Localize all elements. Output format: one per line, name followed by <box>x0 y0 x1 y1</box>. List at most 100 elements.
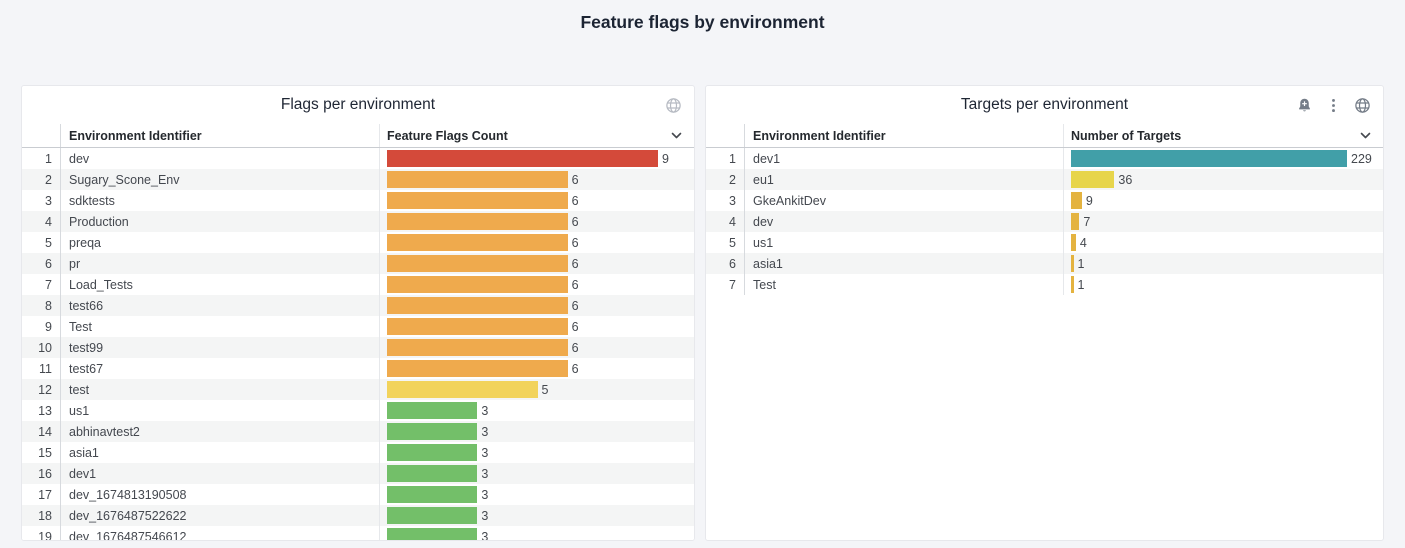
bar-value-label: 1 <box>1077 277 1085 292</box>
bar-value-label: 3 <box>481 424 489 439</box>
kebab-menu-icon[interactable] <box>1325 97 1342 114</box>
panel-header: Targets per environment <box>706 86 1383 124</box>
row-number: 1 <box>22 148 61 169</box>
table-header: Environment Identifier Feature Flags Cou… <box>22 124 694 148</box>
table-row: 14 abhinavtest2 3 <box>22 421 694 442</box>
environment-name-cell: preqa <box>69 235 101 250</box>
value-cell: 5 <box>379 379 694 400</box>
bar-value-label: 6 <box>571 214 579 229</box>
bar-value-label: 4 <box>1079 235 1087 250</box>
bar-gauge <box>387 276 568 293</box>
row-number: 5 <box>706 232 745 253</box>
table-row: 11 test67 6 <box>22 358 694 379</box>
environment-name-cell: Production <box>69 214 129 229</box>
table-row: 5 us1 4 <box>706 232 1383 253</box>
bar-value-label: 36 <box>1118 172 1133 187</box>
value-cell: 1 <box>1063 253 1383 274</box>
environment-name-cell: asia1 <box>69 445 99 460</box>
bar-gauge <box>387 171 568 188</box>
bar-value-label: 9 <box>662 151 669 166</box>
bar-gauge <box>1071 234 1076 251</box>
value-cell: 1 <box>1063 274 1383 295</box>
row-number: 8 <box>22 295 61 316</box>
bar-value-label: 1 <box>1077 256 1085 271</box>
row-number-header <box>706 124 745 147</box>
bar-value-label: 6 <box>571 235 579 250</box>
value-cell: 4 <box>1063 232 1383 253</box>
bar-value-label: 3 <box>481 403 489 418</box>
row-number: 14 <box>22 421 61 442</box>
environment-name-cell: pr <box>69 256 81 271</box>
bar-gauge <box>387 360 568 377</box>
environment-name-cell: dev1 <box>753 151 781 166</box>
globe-icon[interactable] <box>665 97 682 114</box>
panel-title[interactable]: Flags per environment <box>280 96 436 113</box>
bar-gauge <box>1071 213 1080 230</box>
environment-name-cell: test66 <box>69 298 104 313</box>
row-number: 2 <box>706 169 745 190</box>
row-number: 6 <box>22 253 61 274</box>
table-row: 13 us1 3 <box>22 400 694 421</box>
panel-title[interactable]: Targets per environment <box>960 96 1129 113</box>
bar-gauge <box>1071 171 1115 188</box>
environment-name-cell: Load_Tests <box>69 277 133 292</box>
bar-value-label: 3 <box>481 508 489 523</box>
value-cell: 6 <box>379 253 694 274</box>
bar-value-label: 5 <box>541 382 549 397</box>
bar-value-label: 3 <box>481 487 489 502</box>
row-number: 7 <box>706 274 745 295</box>
bar-value-label: 6 <box>571 172 579 187</box>
value-cell: 9 <box>1063 190 1383 211</box>
table-row: 4 dev 7 <box>706 211 1383 232</box>
table-row: 2 Sugary_Scone_Env 6 <box>22 169 694 190</box>
environment-name-cell: dev1 <box>69 466 97 481</box>
value-cell: 6 <box>379 169 694 190</box>
environment-name-cell: us1 <box>753 235 774 250</box>
globe-icon[interactable] <box>1354 97 1371 114</box>
chevron-down-icon[interactable] <box>669 128 684 146</box>
column-header-environment[interactable]: Environment Identifier <box>69 128 202 143</box>
table-row: 16 dev1 3 <box>22 463 694 484</box>
row-number: 4 <box>22 211 61 232</box>
table-row: 15 asia1 3 <box>22 442 694 463</box>
table-row: 10 test99 6 <box>22 337 694 358</box>
column-header-count[interactable]: Feature Flags Count <box>379 124 694 147</box>
row-number: 6 <box>706 253 745 274</box>
panel-flags-per-environment: Flags per environment Environment Identi… <box>21 85 695 541</box>
environment-name-cell: sdktests <box>69 193 115 208</box>
column-header-environment[interactable]: Environment Identifier <box>753 128 886 143</box>
value-cell: 3 <box>379 442 694 463</box>
table-body: 1 dev 9 2 Sugary_Scone_Env 6 3 sdktests … <box>22 148 694 541</box>
value-cell: 6 <box>379 337 694 358</box>
bar-gauge <box>1071 255 1074 272</box>
value-cell: 3 <box>379 526 694 541</box>
bar-gauge <box>387 297 568 314</box>
row-number: 13 <box>22 400 61 421</box>
bar-gauge <box>1071 192 1082 209</box>
environment-name-cell: test <box>69 382 90 397</box>
chevron-down-icon[interactable] <box>1358 128 1373 146</box>
bar-gauge <box>387 444 478 461</box>
table-row: 1 dev 9 <box>22 148 694 169</box>
table-row: 12 test 5 <box>22 379 694 400</box>
column-header-targets[interactable]: Number of Targets <box>1063 124 1383 147</box>
bell-plus-icon[interactable] <box>1296 97 1313 114</box>
row-number: 5 <box>22 232 61 253</box>
bar-value-label: 6 <box>571 277 579 292</box>
bar-gauge <box>387 255 568 272</box>
table-row: 6 asia1 1 <box>706 253 1383 274</box>
value-cell: 6 <box>379 232 694 253</box>
environment-name-cell: Sugary_Scone_Env <box>69 172 180 187</box>
value-cell: 3 <box>379 463 694 484</box>
panel-targets-per-environment: Targets per environment <box>705 85 1384 541</box>
bar-value-label: 3 <box>481 466 489 481</box>
bar-value-label: 3 <box>481 529 489 541</box>
table-row: 18 dev_1676487522622 3 <box>22 505 694 526</box>
bar-value-label: 9 <box>1085 193 1093 208</box>
bar-gauge <box>387 507 478 524</box>
table-row: 4 Production 6 <box>22 211 694 232</box>
environment-name-cell: dev_1674813190508 <box>69 487 187 502</box>
value-cell: 6 <box>379 358 694 379</box>
table-header: Environment Identifier Number of Targets <box>706 124 1383 148</box>
value-cell: 229 <box>1063 148 1383 169</box>
